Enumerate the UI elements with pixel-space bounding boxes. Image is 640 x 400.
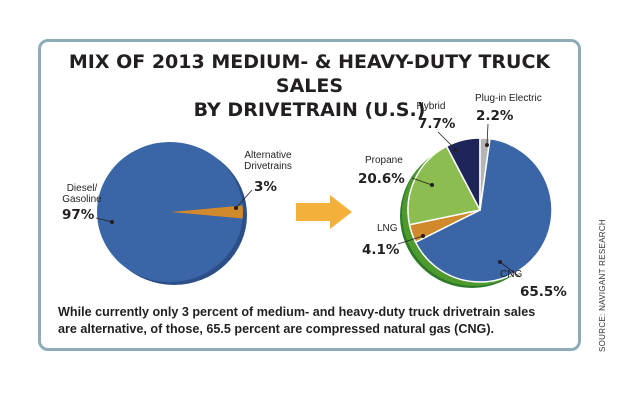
pie2-value-lng: 4.1% [362, 242, 400, 258]
pie2-leader-cng [499, 261, 521, 278]
chart-title-line-2: BY DRIVETRAIN (U.S.) [193, 99, 426, 121]
arrow-icon [296, 195, 352, 229]
pie1-label-diesel-gasoline-1: Diesel/ [67, 183, 98, 194]
pie2-leader-lng-dot [421, 234, 425, 238]
pie1-slice-diesel-gasoline [97, 142, 243, 282]
pie1-value-diesel-gasoline: 97% [62, 207, 95, 223]
pie2-label-plug-in-electric-1: Plug-in Electric [475, 93, 542, 104]
pie2-leader-propane [411, 177, 433, 186]
pie2-leader-hybrid-dot [454, 148, 458, 152]
pie1-slice-alternative-drivetrains [170, 205, 244, 219]
pie2-leader-cng-dot [498, 260, 502, 264]
pie2-value-cng: 65.5% [520, 284, 567, 300]
pie1-label-alternative-drivetrains-1: Alternative [244, 150, 292, 161]
pie1-leader-alternative [235, 189, 253, 209]
pie2-label-cng-1: CNG [500, 269, 522, 280]
chart-title: MIX OF 2013 MEDIUM- & HEAVY-DUTY TRUCK S… [38, 50, 581, 122]
pie2-leader-propane-dot [430, 183, 434, 187]
pie2-leader-plug-in [486, 123, 489, 146]
pie2-value-propane: 20.6% [358, 171, 405, 187]
pie1-leader-diesel-dot [110, 220, 114, 224]
caption-line-1: While currently only 3 percent of medium… [58, 305, 536, 319]
pie2-value-plug-in-electric: 2.2% [476, 108, 514, 124]
pie2-leader-lng [397, 235, 424, 245]
chart-caption: While currently only 3 percent of medium… [58, 304, 568, 338]
source-note: SOURCE: NAVIGANT RESEARCH [598, 218, 607, 352]
pie1-value-alternative-drivetrains: 3% [254, 179, 277, 195]
pie2-label-propane-1: Propane [365, 155, 403, 166]
pie1-leader-alternative-dot [234, 206, 238, 210]
pie2-slice-cng [414, 137, 553, 283]
arrow-icon-shape [296, 195, 352, 229]
pie2-label-hybrid-1: Hybrid [417, 101, 446, 112]
pie1-label-alternative-drivetrains-2: Drivetrains [244, 161, 292, 172]
pie1-leader-diesel [95, 217, 113, 223]
pie2-leader-hybrid [437, 131, 457, 151]
pie2-label-lng-1: LNG [377, 223, 398, 234]
chart-title-line-1: MIX OF 2013 MEDIUM- & HEAVY-DUTY TRUCK S… [68, 51, 551, 97]
pie1-label-diesel-gasoline-2: Gasoline [62, 194, 102, 205]
caption-line-2: are alternative, of those, 65.5 percent … [58, 322, 495, 336]
pie2-leader-plug-in-dot [485, 143, 489, 147]
pie2-slice-plug-in-electric [479, 137, 491, 211]
pie-chart-alternative: CNG 65.5% LNG 4.1% Propane 20.6% Hybrid 7.7% Plu… [358, 93, 567, 300]
pie2-value-hybrid: 7.7% [418, 116, 456, 132]
